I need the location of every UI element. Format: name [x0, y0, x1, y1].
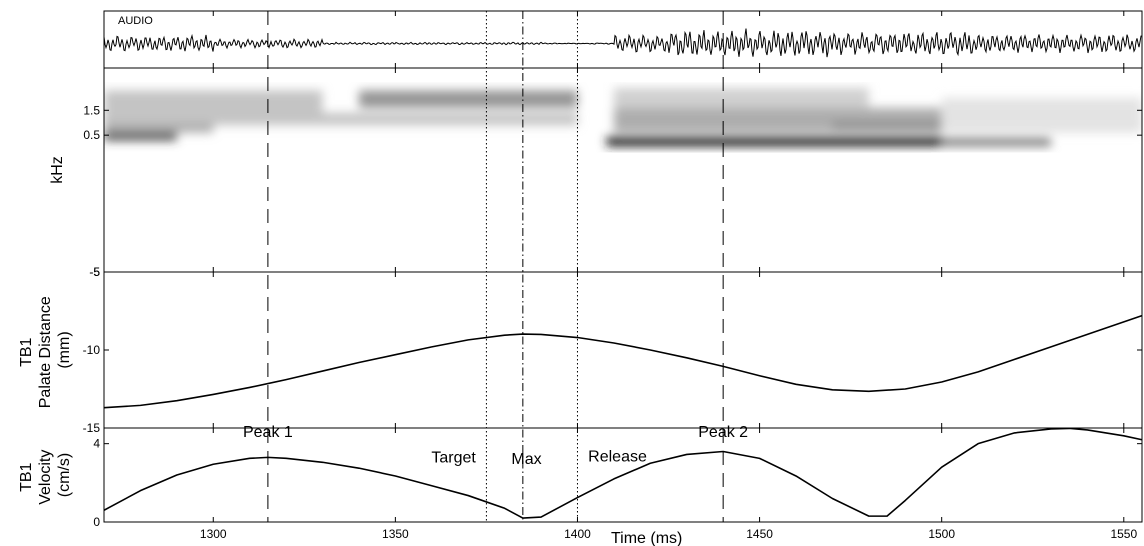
- velocity-y-tick-label: 4: [93, 437, 100, 451]
- audio-waveform-trace: [104, 28, 1142, 58]
- annotation-label: Peak 2: [698, 424, 748, 441]
- x-tick-label: 1550: [1110, 527, 1137, 541]
- velocity-curve: [103, 427, 1143, 519]
- x-tick-label: 1400: [564, 527, 591, 541]
- x-axis-label: Time (ms): [611, 530, 682, 546]
- audio-panel-title: AUDIO: [118, 15, 153, 27]
- spectrogram-energy-region: [613, 87, 869, 108]
- palate-y-label-line: TB1: [18, 337, 35, 366]
- velocity-y-axis-label: TB1 Velocity (cm/s): [18, 445, 73, 505]
- x-tick-label: 1450: [746, 527, 773, 541]
- x-tick-label: 1300: [200, 527, 227, 541]
- axis-ticks: 1300 1350 1400 1450 1500 1550-50.51.5-15-10-5…: [83, 11, 1142, 541]
- velocity-y-label-line: Velocity: [37, 450, 54, 505]
- spectrogram-energy-region: [358, 90, 578, 108]
- palate-y-tick-label: -10: [83, 343, 101, 357]
- spectrogram-energy-region: [941, 137, 1051, 147]
- palate-y-label-line: Palate Distance: [37, 296, 54, 408]
- spectrogram-energy-region: [606, 136, 942, 147]
- palate-y-axis-label: TB1 Palate Distance (mm): [18, 292, 73, 409]
- annotation-label: Release: [588, 448, 647, 465]
- annotation-label: Max: [511, 451, 541, 468]
- velocity-y-tick-label: 0: [93, 515, 100, 529]
- audio-waveform-panel: AUDIO: [104, 15, 1142, 58]
- spectrogram-y-tick-label: -5: [89, 265, 100, 279]
- spectrogram-energy-region: [941, 97, 1142, 133]
- velocity-panel: TB1 Velocity (cm/s): [18, 427, 1143, 519]
- palate-distance-curve: [103, 314, 1143, 409]
- spectrogram-energy-region: [613, 107, 942, 133]
- outer-frame: [103, 10, 1143, 523]
- x-tick-label: 1500: [928, 527, 955, 541]
- event-annotations: Peak 1 Target Max Release Peak 2: [243, 424, 748, 468]
- palate-y-label-line: (mm): [56, 331, 73, 368]
- x-tick-label: 1350: [382, 527, 409, 541]
- spectrogram-y-tick-label: 1.5: [83, 103, 100, 117]
- spectrogram-y-tick-label: 0.5: [83, 128, 100, 142]
- palate-distance-panel: TB1 Palate Distance (mm): [18, 292, 1143, 409]
- spectrogram-energy-region: [104, 132, 177, 141]
- palate-y-tick-label: -5: [89, 265, 100, 279]
- palate-y-tick-label: -15: [83, 421, 101, 435]
- spectrogram-energy-region: [104, 122, 214, 133]
- velocity-y-label-line: (cm/s): [56, 453, 73, 497]
- panel-frames: [103, 10, 1143, 523]
- spectrogram-energy-region: [832, 122, 942, 128]
- spectrogram-y-axis-label: kHz: [49, 156, 66, 184]
- annotation-label: Target: [431, 449, 476, 466]
- velocity-y-label-line: TB1: [18, 462, 35, 491]
- annotation-label: Peak 1: [243, 424, 293, 441]
- spectrogram-panel: kHz: [49, 87, 1142, 184]
- time-marker-lines: [267, 11, 724, 522]
